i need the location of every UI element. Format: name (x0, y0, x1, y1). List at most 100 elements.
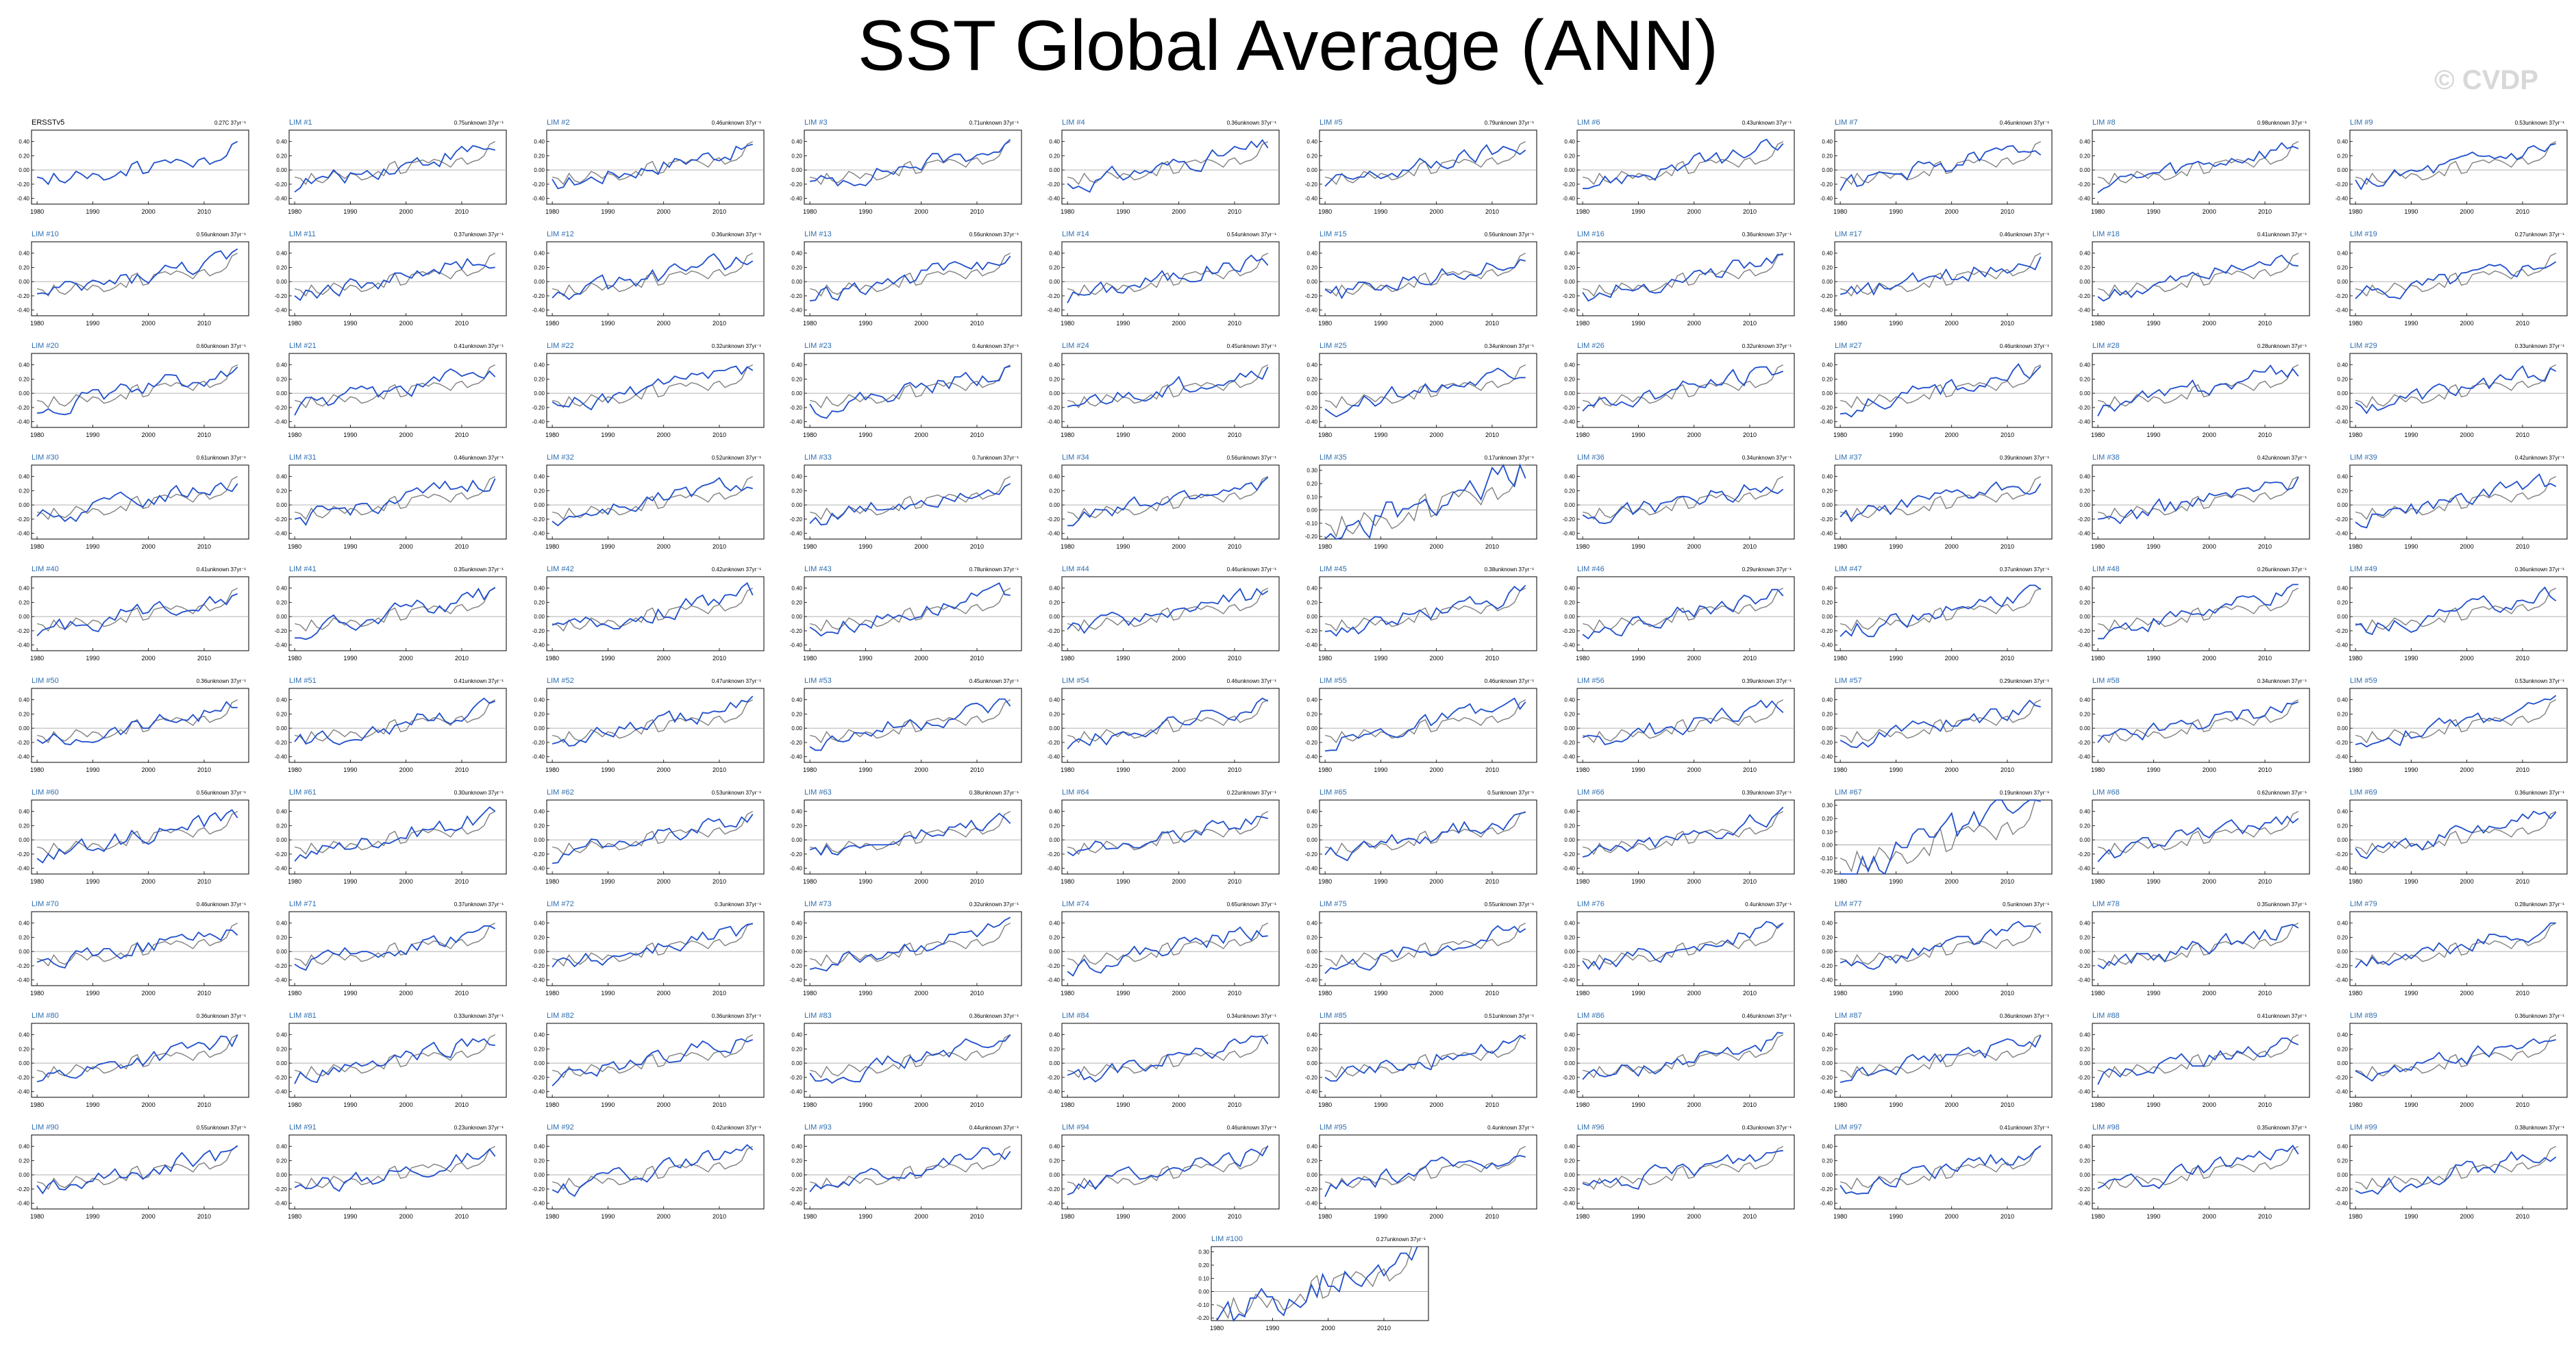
y-tick-label: -0.40 (1305, 419, 1318, 425)
x-tick-label: 2010 (1485, 543, 1499, 550)
panel-trend: 0.35unknown 37yr⁻¹ (454, 566, 504, 573)
x-tick-label: 1980 (2349, 990, 2362, 997)
panel-27: LIM #27 0.46unknown 37yr⁻¹0.400.200.00-0.… (1820, 342, 2053, 438)
panel-label: LIM #52 (547, 677, 574, 685)
y-tick-label: 0.00 (1306, 725, 1317, 732)
x-tick-label: 2000 (142, 543, 156, 550)
y-tick-label: 0.00 (1049, 1060, 1060, 1066)
x-tick-label: 1990 (1631, 766, 1645, 773)
panel-label: LIM #55 (1320, 677, 1347, 685)
y-tick-label: 0.20 (276, 823, 287, 829)
x-tick-label: 1980 (803, 320, 817, 327)
x-tick-label: 1990 (343, 766, 357, 773)
y-tick-label: -0.40 (1048, 196, 1061, 202)
x-tick-label: 1990 (1116, 878, 1130, 885)
observed-series-line (552, 140, 754, 186)
x-tick-label: 1990 (2146, 878, 2160, 885)
x-tick-label: 2010 (455, 320, 469, 327)
panel-trend: 0.42unknown 37yr⁻¹ (712, 1125, 762, 1131)
y-tick-label: -0.40 (532, 196, 545, 202)
y-tick-label: -0.40 (2078, 419, 2091, 425)
x-tick-label: 2000 (1945, 766, 1959, 773)
x-tick-label: 1980 (288, 1101, 301, 1108)
x-tick-label: 1990 (1116, 1213, 1130, 1220)
x-tick-label: 2000 (2203, 432, 2216, 438)
x-tick-label: 1980 (803, 208, 817, 215)
observed-series-line (1582, 364, 1784, 409)
panel-label: LIM #2 (547, 118, 570, 127)
y-tick-label: -0.40 (2336, 196, 2349, 202)
x-tick-label: 1990 (1631, 432, 1645, 438)
panel-40: LIM #40 0.41unknown 37yr⁻¹0.400.200.00-0.… (17, 565, 249, 662)
y-tick-label: -0.20 (1197, 1315, 1210, 1321)
panel-frame (1834, 576, 2053, 651)
y-tick-label: -0.40 (17, 642, 30, 649)
panel-frame (288, 688, 507, 763)
x-tick-label: 2010 (713, 208, 726, 215)
x-tick-label: 2010 (970, 990, 984, 997)
y-tick-label: 0.00 (534, 1060, 545, 1066)
panel-trend: 0.38unknown 37yr⁻¹ (969, 790, 1019, 796)
member-series-line (36, 248, 238, 295)
panel-trend: 0.46unknown 37yr⁻¹ (197, 901, 247, 908)
observed-series-line (1582, 140, 1784, 186)
y-tick-label: 0.20 (2079, 934, 2090, 940)
panel-62: LIM #62 0.53unknown 37yr⁻¹0.400.200.00-0.… (532, 788, 765, 885)
y-tick-label: 0.00 (534, 279, 545, 285)
x-tick-label: 2010 (970, 878, 984, 885)
member-series-line (1582, 699, 1784, 746)
x-tick-label: 1980 (803, 1213, 817, 1220)
observed-series-line (1324, 699, 1526, 744)
panel-frame (2349, 353, 2568, 428)
x-tick-label: 1990 (343, 432, 357, 438)
panel-trend: 0.28unknown 37yr⁻¹ (2257, 343, 2307, 349)
panel-label: LIM #16 (1577, 230, 1605, 238)
x-tick-label: 1990 (601, 990, 615, 997)
y-tick-label: 0.00 (1564, 1060, 1575, 1066)
x-tick-label: 2010 (2001, 766, 2014, 773)
observed-series-line (36, 475, 238, 521)
y-tick-label: 0.20 (1564, 1158, 1575, 1164)
x-tick-label: 1990 (858, 543, 872, 550)
panel-label: LIM #99 (2350, 1123, 2377, 1132)
panel-91: LIM #91 0.23unknown 37yr⁻¹0.400.200.00-0.… (275, 1123, 507, 1220)
x-tick-label: 1990 (1116, 655, 1130, 662)
x-tick-label: 1990 (1374, 990, 1387, 997)
y-tick-label: -0.40 (1563, 419, 1576, 425)
panel-3: LIM #3 0.71unknown 37yr⁻¹0.400.200.00-0.2… (790, 118, 1022, 215)
panel-frame (804, 688, 1022, 763)
y-tick-label: -0.40 (1820, 308, 1833, 314)
x-tick-label: 2010 (1485, 432, 1499, 438)
panel-frame (31, 1023, 249, 1098)
y-tick-label: 0.00 (1306, 279, 1317, 285)
x-tick-label: 1990 (1265, 1325, 1279, 1332)
x-tick-label: 2000 (1430, 766, 1444, 773)
member-series-line (2097, 701, 2299, 743)
x-tick-label: 1980 (1833, 432, 1847, 438)
x-tick-label: 2000 (657, 543, 671, 550)
member-series-line (1840, 799, 2041, 875)
x-tick-label: 2010 (713, 655, 726, 662)
y-tick-label: -0.40 (17, 1201, 30, 1207)
x-tick-label: 2010 (2001, 208, 2014, 215)
x-tick-label: 2000 (1430, 878, 1444, 885)
y-tick-label: -0.20 (790, 293, 803, 299)
member-series-line (1582, 1032, 1783, 1080)
panel-trend: 0.53unknown 37yr⁻¹ (712, 790, 762, 796)
panel-trend: 0.53unknown 37yr⁻¹ (2515, 678, 2565, 684)
member-series-line (1840, 584, 2042, 638)
x-tick-label: 2010 (713, 1213, 726, 1220)
observed-series-line (552, 922, 754, 967)
y-tick-label: 0.00 (1822, 949, 1833, 955)
y-tick-label: -0.40 (1820, 642, 1833, 649)
observed-series-line (294, 364, 496, 409)
y-tick-label: -0.40 (2078, 754, 2091, 760)
x-tick-label: 1980 (1318, 543, 1332, 550)
x-tick-label: 2010 (2258, 766, 2272, 773)
panel-frame (1576, 129, 1795, 205)
y-tick-label: 0.40 (534, 809, 545, 815)
y-tick-label: -0.20 (2078, 1075, 2091, 1081)
y-tick-label: 0.00 (1564, 502, 1575, 508)
y-tick-label: -0.40 (2078, 977, 2091, 984)
member-series-line (552, 365, 754, 411)
